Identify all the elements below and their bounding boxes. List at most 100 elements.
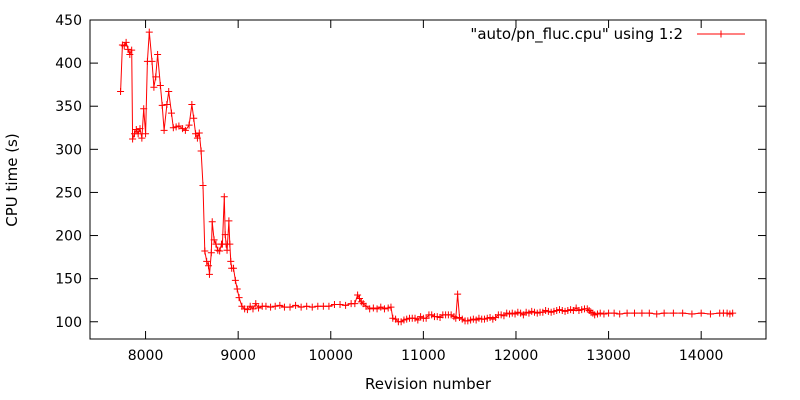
data-point-marker — [208, 218, 216, 226]
data-point-marker — [369, 304, 377, 312]
data-point-marker — [336, 301, 344, 309]
data-point-marker — [354, 291, 362, 299]
data-point-marker — [262, 302, 270, 310]
data-point-marker — [207, 249, 215, 257]
data-point-marker — [276, 301, 284, 309]
legend-marker — [717, 30, 725, 38]
y-axis: 100 150 200 250 300 350 400 450 — [55, 13, 766, 331]
data-point-marker — [223, 246, 231, 254]
x-tick-label: 11000 — [401, 348, 446, 364]
data-point-marker — [185, 121, 193, 129]
data-point-marker — [292, 301, 300, 309]
data-point-marker — [165, 88, 173, 96]
data-point-marker — [175, 122, 183, 130]
x-tick-label: 10000 — [308, 348, 353, 364]
data-point-marker — [600, 310, 608, 318]
data-point-marker — [216, 247, 224, 255]
data-point-marker — [181, 126, 189, 134]
series-line — [120, 32, 733, 323]
data-point-marker — [145, 28, 153, 36]
data-point-marker — [190, 114, 198, 122]
data-point-marker — [230, 264, 238, 272]
data-point-marker — [128, 46, 136, 54]
data-point-marker — [201, 247, 209, 255]
data-point-marker — [134, 130, 142, 138]
data-point-marker — [303, 302, 311, 310]
x-tick-label: 14000 — [679, 348, 724, 364]
data-point-marker — [267, 303, 275, 311]
data-point-marker — [706, 310, 714, 318]
data-point-marker — [255, 304, 263, 312]
data-point-marker — [342, 301, 350, 309]
data-point-marker — [140, 105, 148, 113]
x-tick-label: 12000 — [494, 348, 539, 364]
data-point-marker — [660, 309, 668, 317]
data-point-marker — [308, 303, 316, 311]
x-tick-label: 8000 — [128, 348, 164, 364]
data-point-marker — [193, 134, 201, 142]
data-point-marker — [226, 240, 234, 248]
data-point-marker — [195, 129, 203, 137]
data-point-marker — [380, 305, 388, 313]
data-point-marker — [366, 305, 374, 313]
data-point-marker — [325, 302, 333, 310]
data-point-marker — [697, 309, 705, 317]
series-layer — [117, 28, 737, 326]
data-point-marker — [297, 303, 305, 311]
data-point-marker — [645, 309, 653, 317]
data-point-marker — [148, 57, 156, 65]
data-point-marker — [160, 126, 168, 134]
y-tick-label: 350 — [55, 99, 82, 115]
data-point-marker — [653, 310, 661, 318]
data-point-marker — [249, 305, 257, 313]
legend-label: "auto/pn_fluc.cpu" using 1:2 — [470, 25, 683, 44]
data-point-marker — [373, 305, 381, 313]
data-point-marker — [192, 130, 200, 138]
data-point-marker — [610, 309, 618, 317]
data-point-marker — [452, 314, 460, 322]
data-point-marker — [729, 309, 737, 317]
x-axis-label: Revision number — [365, 375, 492, 393]
data-point-marker — [142, 130, 150, 138]
y-axis-label: CPU time (s) — [3, 133, 21, 226]
x-tick-label: 9000 — [220, 348, 256, 364]
data-point-marker — [233, 285, 241, 293]
data-point-marker — [377, 303, 385, 311]
data-point-marker — [132, 125, 140, 133]
data-point-marker — [454, 290, 462, 298]
data-point-marker — [679, 309, 687, 317]
data-point-marker — [387, 303, 395, 311]
data-point-marker — [231, 276, 239, 284]
data-point-marker — [122, 38, 130, 46]
data-point-marker — [688, 310, 696, 318]
data-point-marker — [220, 193, 228, 201]
data-point-marker — [631, 309, 639, 317]
y-tick-label: 250 — [55, 185, 82, 201]
data-point-marker — [362, 302, 370, 310]
data-point-marker — [638, 309, 646, 317]
data-point-marker — [197, 147, 205, 155]
data-point-marker — [138, 134, 146, 142]
data-point-marker — [136, 125, 144, 133]
plot-frame — [89, 19, 767, 340]
data-point-marker — [596, 309, 604, 317]
data-point-marker — [156, 82, 164, 90]
data-point-marker — [124, 45, 132, 53]
data-point-marker — [167, 109, 175, 117]
data-point-marker — [154, 50, 162, 58]
x-axis: 8000 9000 10000 11000 12000 13000 14000 — [128, 20, 724, 364]
data-point-marker — [225, 217, 233, 225]
data-point-marker — [126, 50, 134, 58]
y-tick-label: 150 — [55, 272, 82, 288]
data-point-marker — [210, 236, 218, 244]
data-point-marker — [163, 100, 171, 108]
data-point-marker — [199, 182, 207, 190]
data-point-marker — [205, 270, 213, 278]
x-tick-label: 13000 — [586, 348, 631, 364]
data-point-marker — [221, 231, 229, 239]
y-tick-label: 300 — [55, 142, 82, 158]
legend: "auto/pn_fluc.cpu" using 1:2 — [470, 25, 745, 44]
data-point-marker — [623, 309, 631, 317]
data-point-marker — [235, 294, 243, 302]
